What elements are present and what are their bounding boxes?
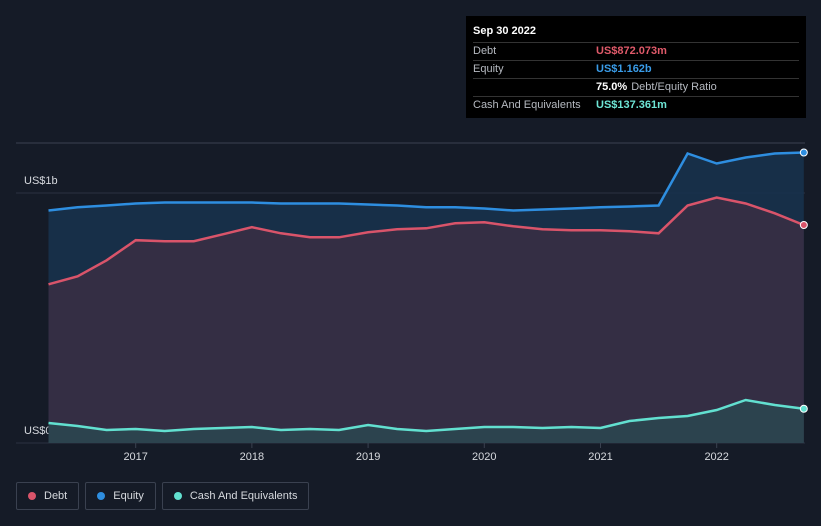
area	[48, 400, 804, 443]
line	[48, 196, 805, 286]
tooltip-value: US$137.361m	[596, 97, 667, 114]
tooltip-label: Debt	[473, 45, 497, 57]
tooltip-date: Sep 30 2022	[473, 24, 799, 43]
legend-item[interactable]: Debt	[16, 482, 80, 510]
x-tick-label: 2017	[123, 451, 147, 463]
legend: Debt Equity Cash And Equivalents	[16, 482, 310, 510]
tooltip-row: 75.0% Debt/Equity Ratio	[473, 79, 799, 97]
tooltip-value: US$1.162b	[596, 61, 652, 78]
legend-dot	[28, 492, 36, 500]
tooltip-row: Debt US$872.073m	[473, 43, 799, 61]
x-tick-label: 2022	[704, 451, 728, 463]
tooltip-row: Cash And Equivalents US$137.361m	[473, 97, 799, 114]
legend-item[interactable]: Cash And Equivalents	[161, 482, 310, 510]
y-tick-label: US$0	[24, 425, 52, 437]
tooltip-value-text: US$137.361m	[596, 99, 667, 111]
end-marker	[799, 404, 808, 413]
legend-label: Cash And Equivalents	[189, 490, 298, 502]
end-marker	[799, 221, 808, 229]
legend-label: Equity	[113, 490, 144, 502]
tooltip-value: 75.0% Debt/Equity Ratio	[596, 79, 717, 96]
legend-label: Debt	[44, 490, 68, 502]
line	[48, 151, 804, 212]
tooltip-label	[473, 79, 596, 96]
y-tick-label: US$1b	[24, 175, 58, 187]
legend-dot	[173, 492, 182, 500]
x-tick-label: 2020	[472, 451, 496, 463]
line	[48, 398, 804, 433]
tooltip-value-text: US$1.162b	[596, 63, 652, 75]
area	[48, 197, 804, 443]
tooltip-value-text: US$872.073m	[596, 45, 667, 57]
legend-dot	[97, 492, 106, 500]
tooltip-value: US$872.073m	[596, 43, 667, 60]
tooltip: Sep 30 2022 Debt US$872.073m Equity US$1.16…	[466, 16, 806, 118]
tooltip-label: Cash And Equivalents	[473, 99, 581, 111]
tooltip-value-text: 75.0%	[596, 81, 628, 93]
end-marker	[799, 148, 808, 157]
x-tick-label: 2021	[588, 451, 612, 463]
x-tick-label: 2019	[356, 451, 380, 463]
tooltip-row: Equity US$1.162b	[473, 61, 799, 79]
legend-item[interactable]: Equity	[85, 482, 156, 510]
x-tick-label: 2018	[240, 451, 264, 463]
tooltip-label: Equity	[473, 63, 504, 75]
tooltip-note: Debt/Equity Ratio	[631, 81, 717, 93]
